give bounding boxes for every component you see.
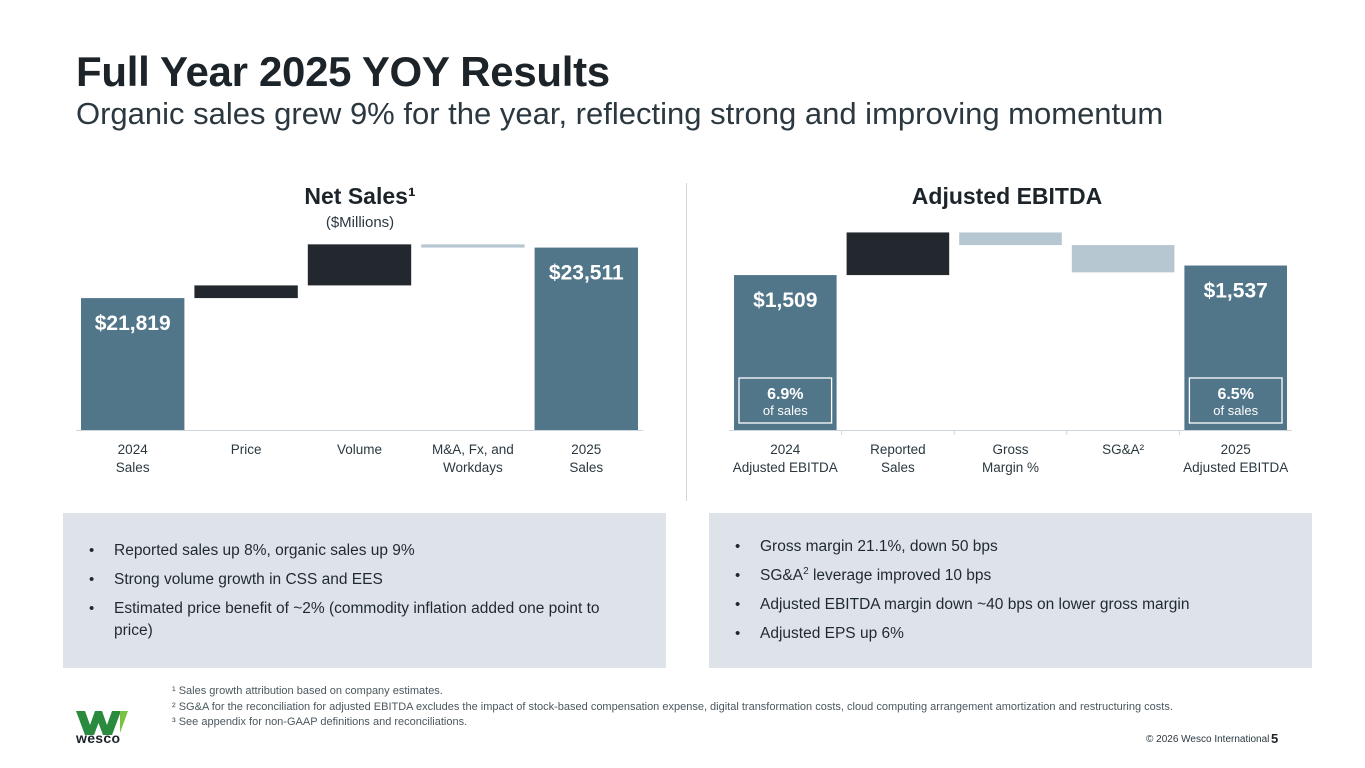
bullet-item: SG&A2 leverage improved 10 bps bbox=[733, 565, 1282, 587]
x-tick-label: 2024 Adjusted EBITDA bbox=[733, 442, 838, 475]
bullet-item: Adjusted EPS up 6% bbox=[733, 623, 1282, 645]
bullet-item: Strong volume growth in CSS and EES bbox=[87, 569, 636, 591]
bullet-item: Reported sales up 8%, organic sales up 9… bbox=[87, 540, 636, 562]
x-tick-label: Gross Margin % bbox=[982, 442, 1039, 475]
page-subtitle: Organic sales grew 9% for the year, refl… bbox=[76, 96, 1164, 131]
x-tick-label: Price bbox=[231, 442, 262, 457]
page-title: Full Year 2025 YOY Results bbox=[76, 48, 610, 95]
x-tick-label: 2025 Adjusted EBITDA bbox=[1183, 442, 1288, 475]
waterfall-bar-decrease bbox=[959, 232, 1062, 246]
margin-badge bbox=[738, 377, 833, 424]
bullet-item: Gross margin 21.1%, down 50 bps bbox=[733, 536, 1282, 558]
x-tick-label: 2025 Sales bbox=[569, 442, 603, 475]
x-tick-label: Volume bbox=[337, 442, 382, 457]
data-label: $21,819 bbox=[95, 312, 171, 335]
bullet-item: Estimated price benefit of ~2% (commodit… bbox=[87, 598, 636, 642]
x-tick-label: Reported Sales bbox=[870, 442, 926, 475]
net-sales-commentary-panel: Reported sales up 8%, organic sales up 9… bbox=[63, 513, 666, 668]
bullet-text: leverage improved 10 bps bbox=[808, 567, 992, 584]
wesco-logo-text: wesco bbox=[76, 730, 121, 746]
data-label: $1,509 bbox=[753, 289, 817, 312]
adjusted-ebitda-title: Adjusted EBITDA bbox=[911, 183, 1103, 209]
wesco-logo-icon bbox=[76, 711, 128, 735]
page-number: 5 bbox=[1271, 731, 1279, 746]
waterfall-bar-increase bbox=[846, 232, 950, 276]
margin-badge bbox=[1188, 377, 1283, 424]
bullet-item: Adjusted EBITDA margin down ~40 bps on l… bbox=[733, 594, 1282, 616]
x-tick-label: M&A, Fx, and Workdays bbox=[432, 442, 514, 475]
net-sales-title: Net Sales¹ bbox=[304, 183, 416, 209]
waterfall-bar-total bbox=[1184, 265, 1287, 430]
copyright: © 2026 Wesco International bbox=[1146, 734, 1270, 745]
footnotes: ¹ Sales growth attribution based on comp… bbox=[172, 684, 1182, 731]
footnote-3: ³ See appendix for non-GAAP definitions … bbox=[172, 716, 468, 728]
margin-badge-value: 6.9% bbox=[767, 386, 803, 403]
waterfall-bar-increase bbox=[307, 244, 412, 286]
margin-badge-caption: of sales bbox=[1213, 403, 1258, 418]
chart-divider bbox=[686, 183, 687, 501]
footnote-1: ¹ Sales growth attribution based on comp… bbox=[172, 685, 443, 697]
margin-badge-caption: of sales bbox=[763, 403, 808, 418]
margin-badge-value: 6.5% bbox=[1217, 386, 1253, 403]
waterfall-bar-decrease bbox=[1071, 245, 1175, 273]
x-tick-label: SG&A² bbox=[1102, 442, 1145, 457]
x-tick-label: 2024 Sales bbox=[116, 442, 150, 475]
footnote-2: ² SG&A for the reconciliation for adjust… bbox=[172, 700, 1173, 713]
waterfall-bar-total bbox=[81, 298, 185, 430]
bullet-text: SG&A bbox=[760, 567, 804, 584]
ebitda-commentary-panel: Gross margin 21.1%, down 50 bps SG&A2 le… bbox=[709, 513, 1312, 668]
waterfall-bar-increase bbox=[194, 285, 298, 299]
footnote-ref: 2 bbox=[803, 565, 809, 577]
data-label: $1,537 bbox=[1204, 280, 1268, 303]
waterfall-bar-decrease bbox=[421, 244, 525, 248]
waterfall-bar-total bbox=[734, 275, 837, 430]
data-label: $23,511 bbox=[549, 262, 624, 285]
waterfall-bar-total bbox=[534, 247, 638, 430]
net-sales-unit: ($Millions) bbox=[325, 214, 395, 231]
